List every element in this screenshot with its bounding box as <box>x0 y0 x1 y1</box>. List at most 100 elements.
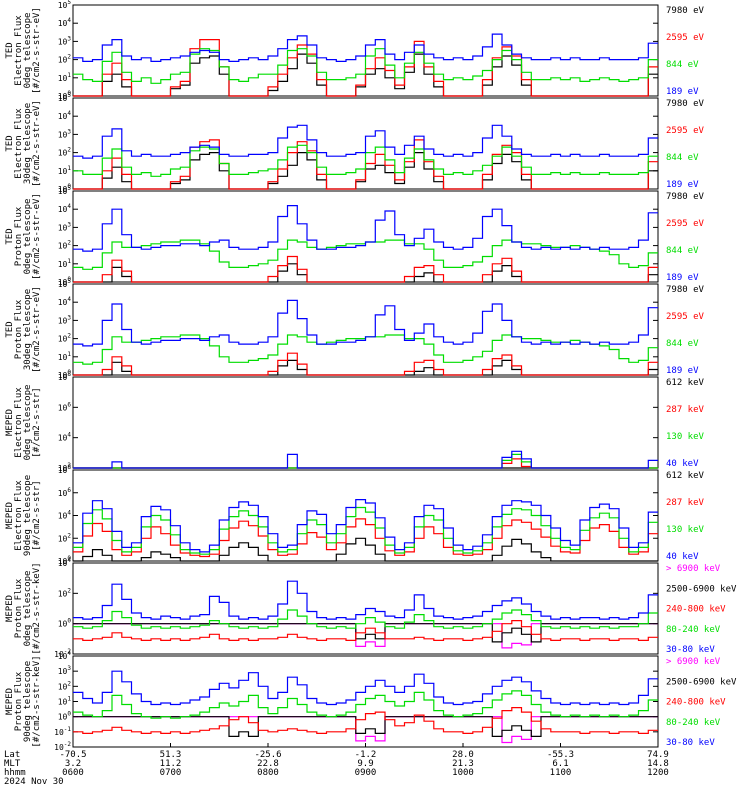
y-axis-label-line: TED <box>5 321 15 337</box>
y-tick-label: 102 <box>58 532 72 543</box>
panel-frame <box>72 97 659 190</box>
y-tick-label: 104 <box>58 650 72 661</box>
y-axis-label-line: 90deg telescope <box>23 475 33 556</box>
legend-entry: 2500-6900 keV <box>666 677 737 687</box>
series-line-3 <box>73 450 658 469</box>
y-tick-label: 105 <box>58 185 72 196</box>
y-axis-label-line: Proton Flux <box>14 206 24 266</box>
y-tick-label: 101 <box>58 165 72 176</box>
x-row-label: Lat <box>4 750 20 760</box>
series-line-1 <box>73 139 658 190</box>
series-line-2 <box>73 707 658 734</box>
y-tick-label: 10-2 <box>54 648 71 659</box>
y-tick-label: 100 <box>58 90 72 101</box>
series-line-0 <box>73 359 658 376</box>
y-tick-label: 100 <box>58 618 72 629</box>
legend-entry: > 6900 keV <box>666 657 721 667</box>
y-axis-label-line: [#/cm2-s-str] <box>32 480 42 550</box>
legend-entry: 844 eV <box>666 153 699 163</box>
y-tick-label: 100 <box>58 555 72 566</box>
y-axis-label-line: Electron Flux <box>14 387 24 458</box>
y-tick-label: 104 <box>58 17 72 28</box>
x-tick-hhmm: 1200 <box>647 768 669 778</box>
series-line-2 <box>73 144 658 177</box>
legend-entry: 2595 eV <box>666 126 705 136</box>
y-tick-label: 108 <box>58 464 72 475</box>
y-axis-label: MEPEDElectron Flux90deg telescope[#/cm2-… <box>5 475 42 556</box>
y-tick-label: 104 <box>58 510 72 521</box>
y-tick-label: 104 <box>58 296 72 307</box>
x-tick-mlt: 9.9 <box>357 759 373 769</box>
y-axis-label-line: Proton Flux <box>14 578 24 638</box>
x-tick-hhmm: 1100 <box>550 768 572 778</box>
y-tick-label: 100 <box>58 276 72 287</box>
series-line-3 <box>73 499 658 553</box>
series-line-0 <box>73 263 658 283</box>
x-tick-hhmm: 0900 <box>355 768 377 778</box>
y-tick-label: 108 <box>58 371 72 382</box>
legend-entry: 2500-6900 keV <box>666 584 737 594</box>
x-tick-lat: 74.9 <box>647 750 669 760</box>
series-line-3 <box>73 690 658 719</box>
y-tick-label: 100 <box>58 369 72 380</box>
legend-entry: 130 keV <box>666 432 705 442</box>
legend-entry: 30-80 keV <box>666 645 715 655</box>
x-tick-lat: 28.0 <box>452 750 474 760</box>
x-row-label: hhmm <box>4 768 26 778</box>
series-line-4 <box>73 670 658 706</box>
chart-panel-4: 100 101 102 103 104 105 TEDProton Flux30deg te… <box>5 278 705 380</box>
y-axis-label-line: MEPED <box>5 409 15 436</box>
series-line-0 <box>73 537 658 562</box>
y-tick-label: 100 <box>58 711 72 722</box>
x-tick-mlt: 11.2 <box>160 759 182 769</box>
x-tick-lat: -1.2 <box>355 750 377 760</box>
y-axis-label-line: Proton Flux <box>14 299 24 359</box>
y-axis-label-line: [#/cm2-s-str-eV] <box>32 193 42 280</box>
y-axis-label-line: [#/cm2-s-str-eV] <box>32 7 42 94</box>
legend-entry: 287 keV <box>666 405 705 415</box>
y-tick-label: 101 <box>58 72 72 83</box>
legend-entry: 2595 eV <box>666 219 705 229</box>
chart-panel-6: 100 102 104 106 108 MEPEDElectron Flux90deg t… <box>5 464 705 566</box>
y-axis-label-line: 30deg telescope <box>23 103 33 184</box>
series-line-3 <box>73 124 658 159</box>
legend-entry: 40 keV <box>666 552 699 562</box>
y-axis-label-line: 90deg telescope <box>23 661 33 742</box>
legend-entry: 7980 eV <box>666 192 705 202</box>
series-line-2 <box>73 453 658 469</box>
y-tick-label: 102 <box>58 587 72 598</box>
series-line-1 <box>73 255 658 283</box>
legend-entry: 30-80 keV <box>666 738 715 748</box>
y-axis-label-line: MEPED <box>5 688 15 715</box>
x-tick-hhmm: 0700 <box>160 768 182 778</box>
y-tick-label: 100 <box>58 183 72 194</box>
y-tick-label: 101 <box>58 696 72 707</box>
legend-entry: 844 eV <box>666 246 699 256</box>
x-tick-lat: -25.6 <box>254 750 281 760</box>
y-axis-label: MEPEDProton Flux0deg telescope[#/cm2-s-s… <box>5 562 42 654</box>
y-axis-label-line: [#/cm2-s-str] <box>32 387 42 457</box>
y-axis-label: MEPEDProton Flux90deg telescope[#/cm2-s-… <box>5 655 42 747</box>
legend-entry: 7980 eV <box>666 285 705 295</box>
chart-panel-1: 100 101 102 103 104 105 TEDElectron Flux0deg t… <box>5 0 705 101</box>
y-tick-label: 102 <box>58 333 72 344</box>
x-tick-lat: -70.5 <box>59 750 86 760</box>
y-tick-label: 106 <box>58 401 72 412</box>
y-axis-label-line: 0deg telescope <box>23 385 33 461</box>
y-axis-label-line: MEPED <box>5 502 15 529</box>
legend-entry: 240-800 keV <box>666 698 726 708</box>
y-axis-label: TEDProton Flux0deg telescope[#/cm2-s-str… <box>5 193 42 280</box>
x-tick-hhmm: 0600 <box>62 768 84 778</box>
y-tick-label: 104 <box>58 557 72 568</box>
y-axis-label-line: 0deg telescope <box>23 199 33 275</box>
x-row-label: MLT <box>4 759 21 769</box>
series-line-1 <box>73 39 658 97</box>
series-line-3 <box>73 33 658 62</box>
panel-frame <box>72 283 659 376</box>
legend-entry: 2595 eV <box>666 33 705 43</box>
series-line-4 <box>73 580 658 620</box>
y-axis-label-line: TED <box>5 42 15 58</box>
panel-frame <box>72 562 659 655</box>
legend-entry: 130 keV <box>666 525 705 535</box>
